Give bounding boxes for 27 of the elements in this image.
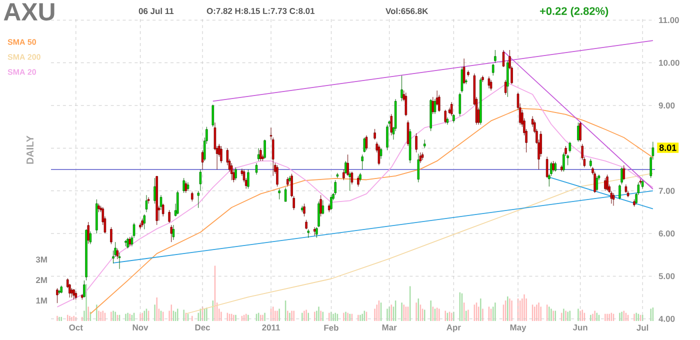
chart-title: AXU (4, 3, 54, 21)
y2-tick-label: 3M (36, 256, 47, 263)
y-tick-label: 5.00 (658, 273, 675, 280)
x-tick-label: Dec (195, 324, 210, 330)
text: Vol:656.8K (386, 8, 428, 14)
x-tick-label: 2011 (262, 324, 280, 331)
x-tick-label: Mar (382, 324, 397, 330)
y-tick-label: 4.00 (658, 316, 675, 322)
text: O:7.82 H:8.15 L:7.73 C:8.01 (206, 8, 315, 14)
annotation: 8.01 (659, 144, 676, 151)
y-tick-label: 7.00 (658, 188, 675, 194)
text: +0.22 (2.82%) (540, 6, 608, 18)
x-tick-label: Nov (132, 324, 148, 330)
y2-tick-label: 1M (36, 298, 47, 304)
y-tick-label: 6.00 (658, 230, 675, 237)
x-tick-label: Jul (636, 324, 648, 331)
x-tick-label: Oct (69, 324, 83, 331)
x-tick-label: May (510, 324, 526, 332)
y-tick-label: 9.00 (658, 102, 675, 108)
x-tick-label: Feb (324, 324, 338, 331)
y-tick-label: 10.00 (659, 60, 680, 66)
x-tick-label: Jun (572, 324, 588, 330)
text: 06 Jul 11 (138, 8, 174, 14)
y2-tick-label: 2M (36, 277, 47, 284)
y-tick-label: 11.00 (659, 17, 679, 24)
text: DAILY (26, 136, 34, 164)
x-tick-label: Apr (446, 324, 461, 332)
